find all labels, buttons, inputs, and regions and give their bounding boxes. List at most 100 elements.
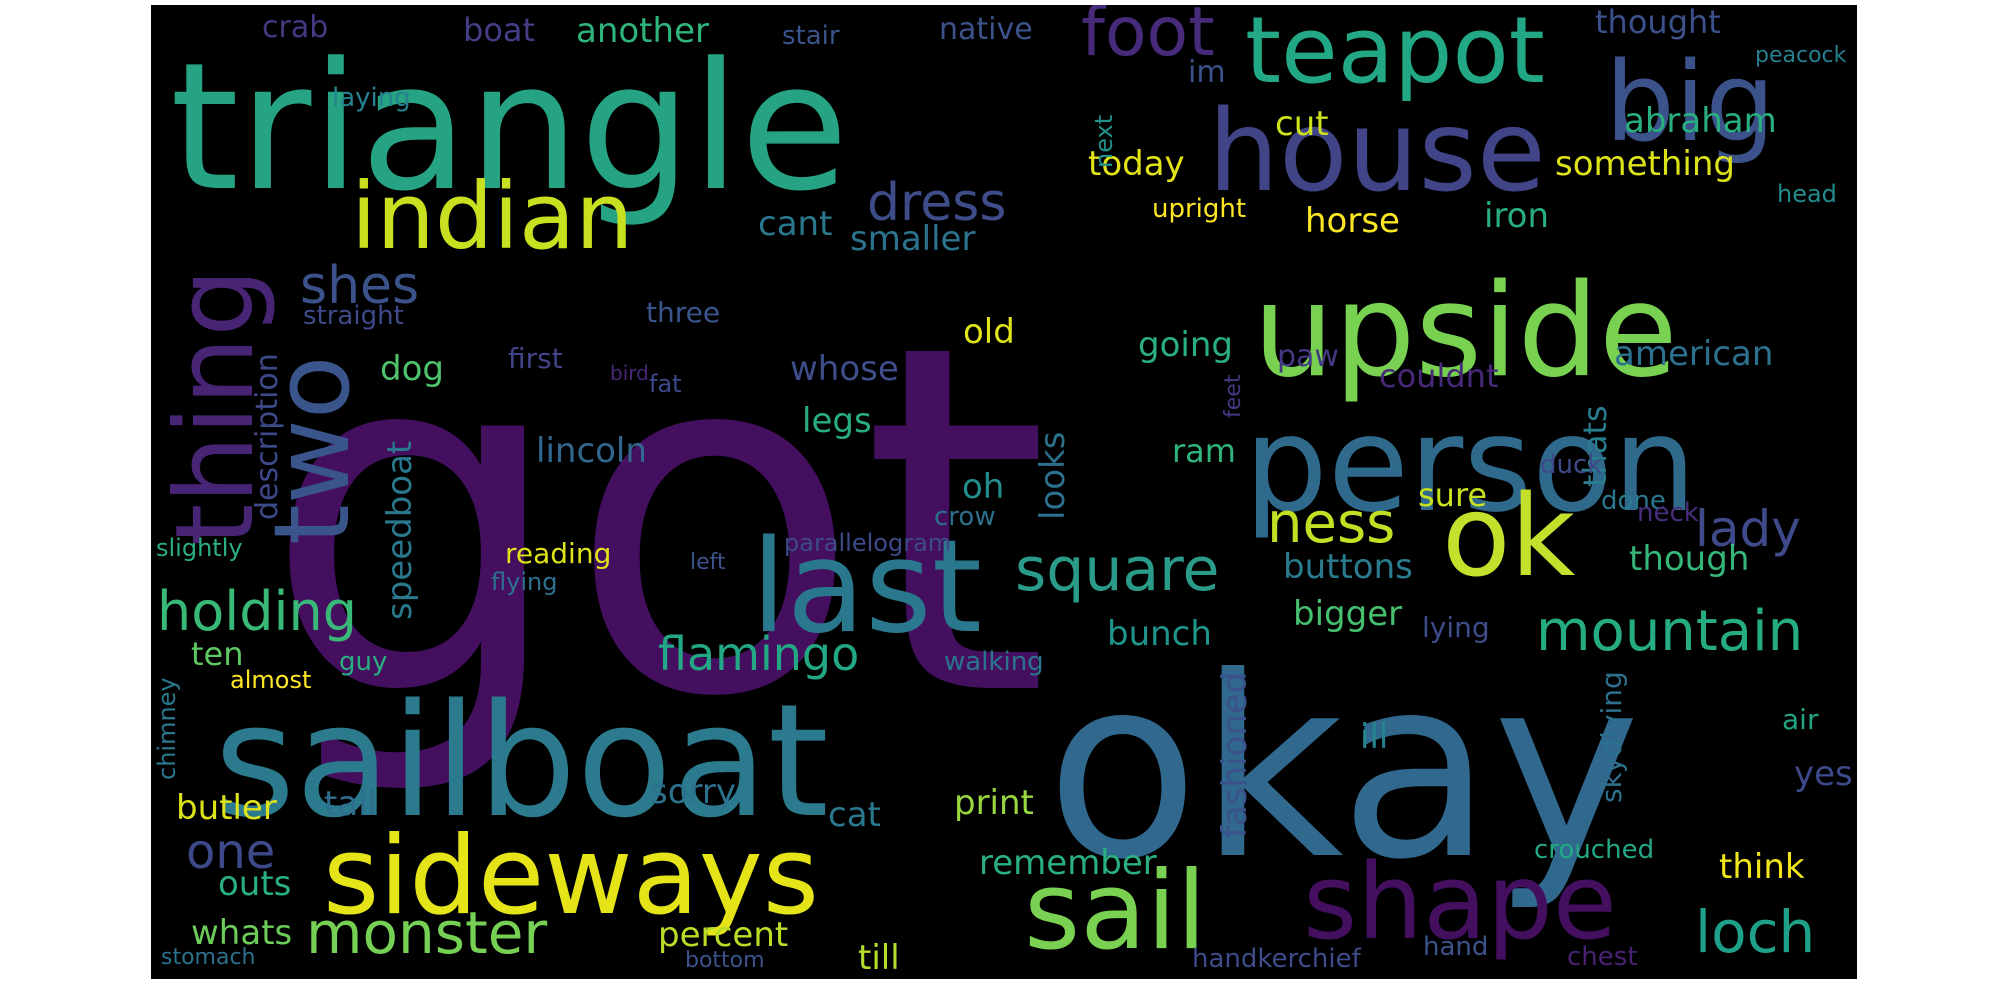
word-stair: stair [782,21,840,51]
word-air: air [1782,703,1819,736]
word-guy: guy [339,647,387,677]
word-parallelogram: parallelogram [784,529,951,557]
word-oh: oh [962,467,1004,507]
word-got: got [263,243,1050,802]
word-big: big [1605,38,1775,166]
word-slightly: slightly [156,534,243,562]
word-something: something [1555,144,1735,184]
word-okay: okay [1046,623,1640,914]
word-think: think [1719,847,1805,887]
word-sideways: sideways [323,814,819,939]
word-square: square [1015,535,1219,605]
word-indian: indian [351,163,634,270]
word-sure: sure [1418,476,1487,514]
word-buttons: buttons [1283,547,1413,587]
word-skydiving: skydiving [1595,671,1628,803]
word-house: house [1208,87,1546,217]
word-whose: whose [790,349,899,389]
word-though: though [1629,539,1749,579]
word-upright: upright [1152,194,1246,224]
word-bird: bird [610,361,649,385]
word-abraham: abraham [1624,101,1777,141]
word-holding: holding [157,580,357,643]
word-going: going [1138,325,1233,365]
word-paw: paw [1277,339,1339,374]
word-couldnt: couldnt [1379,357,1498,395]
word-walking: walking [944,647,1044,677]
word-crab: crab [262,10,328,45]
word-dress: dress [867,173,1006,233]
word-percent: percent [658,915,788,955]
word-thing: thing [153,268,278,546]
word-cloud-canvas: gotokaytrianglesailboatupsidepersonsidew… [153,5,1853,978]
word-sorry: sorry [650,772,736,812]
word-almost: almost [230,666,311,694]
word-chimney: chimney [153,677,181,780]
word-chest: chest [1567,942,1638,972]
word-tail: tail [324,784,377,824]
word-thought: thought [1595,5,1721,41]
word-first: first [508,342,563,375]
word-cat: cat [828,795,881,835]
word-old: old [963,312,1015,352]
word-lincoln: lincoln [536,431,647,471]
word-shes: shes [300,256,419,316]
word-iron: iron [1484,196,1549,236]
word-butler: butler [176,788,277,828]
word-done: done [1601,486,1666,516]
word-description: description [250,353,285,520]
word-next: next [1090,115,1118,168]
word-last: last [751,513,982,662]
word-lying: lying [1422,611,1490,644]
word-outs: outs [218,864,291,904]
word-lady: lady [1695,500,1801,558]
word-till: till [858,938,900,978]
word-fashioned: fashioned [1215,672,1255,838]
word-shape: shape [1303,841,1617,963]
word-ness: ness [1267,491,1395,556]
word-sail: sail [1024,849,1206,974]
word-cut: cut [1275,104,1329,144]
word-duck: duck [1540,450,1602,480]
word-sailboat: sailboat [214,670,829,852]
word-reading: reading [505,537,611,570]
word-straight: straight [303,301,404,331]
word-speedboat: speedboat [380,441,420,620]
word-loch: loch [1695,898,1815,966]
word-upside: upside [1253,257,1678,406]
word-head: head [1777,180,1837,208]
word-laying: laying [332,83,411,113]
word-monster: monster [306,899,547,967]
word-crouched: crouched [1534,835,1654,865]
word-print: print [954,783,1034,823]
word-horse: horse [1305,201,1400,241]
word-left: left [690,550,726,575]
word-native: native [939,12,1033,47]
word-american: american [1614,334,1773,374]
word-bunch: bunch [1107,614,1212,654]
word-ill: ill [1360,717,1388,757]
word-bigger: bigger [1293,594,1402,634]
word-cloud: got okay triangle sailboat upside person sidew… [151,5,1857,979]
word-triangle: triangle [170,25,849,230]
word-mountain: mountain [1536,599,1803,664]
word-handkerchief: handkerchief [1192,944,1362,974]
word-boat: boat [463,11,535,49]
word-another: another [576,11,709,51]
word-fat: fat [649,370,682,398]
word-smaller: smaller [850,219,975,259]
word-neck: neck [1637,498,1699,528]
word-flamingo: flamingo [658,627,859,681]
word-remember: remember [979,843,1157,883]
word-thats: thats [1576,405,1614,487]
word-two: two [251,356,373,545]
word-im: im [1188,55,1226,90]
word-person: person [1244,388,1696,542]
word-cant: cant [758,204,832,244]
word-peacock: peacock [1755,43,1847,68]
word-bottom: bottom [685,948,765,973]
word-flying: flying [491,568,557,596]
word-ok: ok [1442,472,1576,602]
word-crow: crow [934,502,996,532]
word-three: three [646,296,720,329]
